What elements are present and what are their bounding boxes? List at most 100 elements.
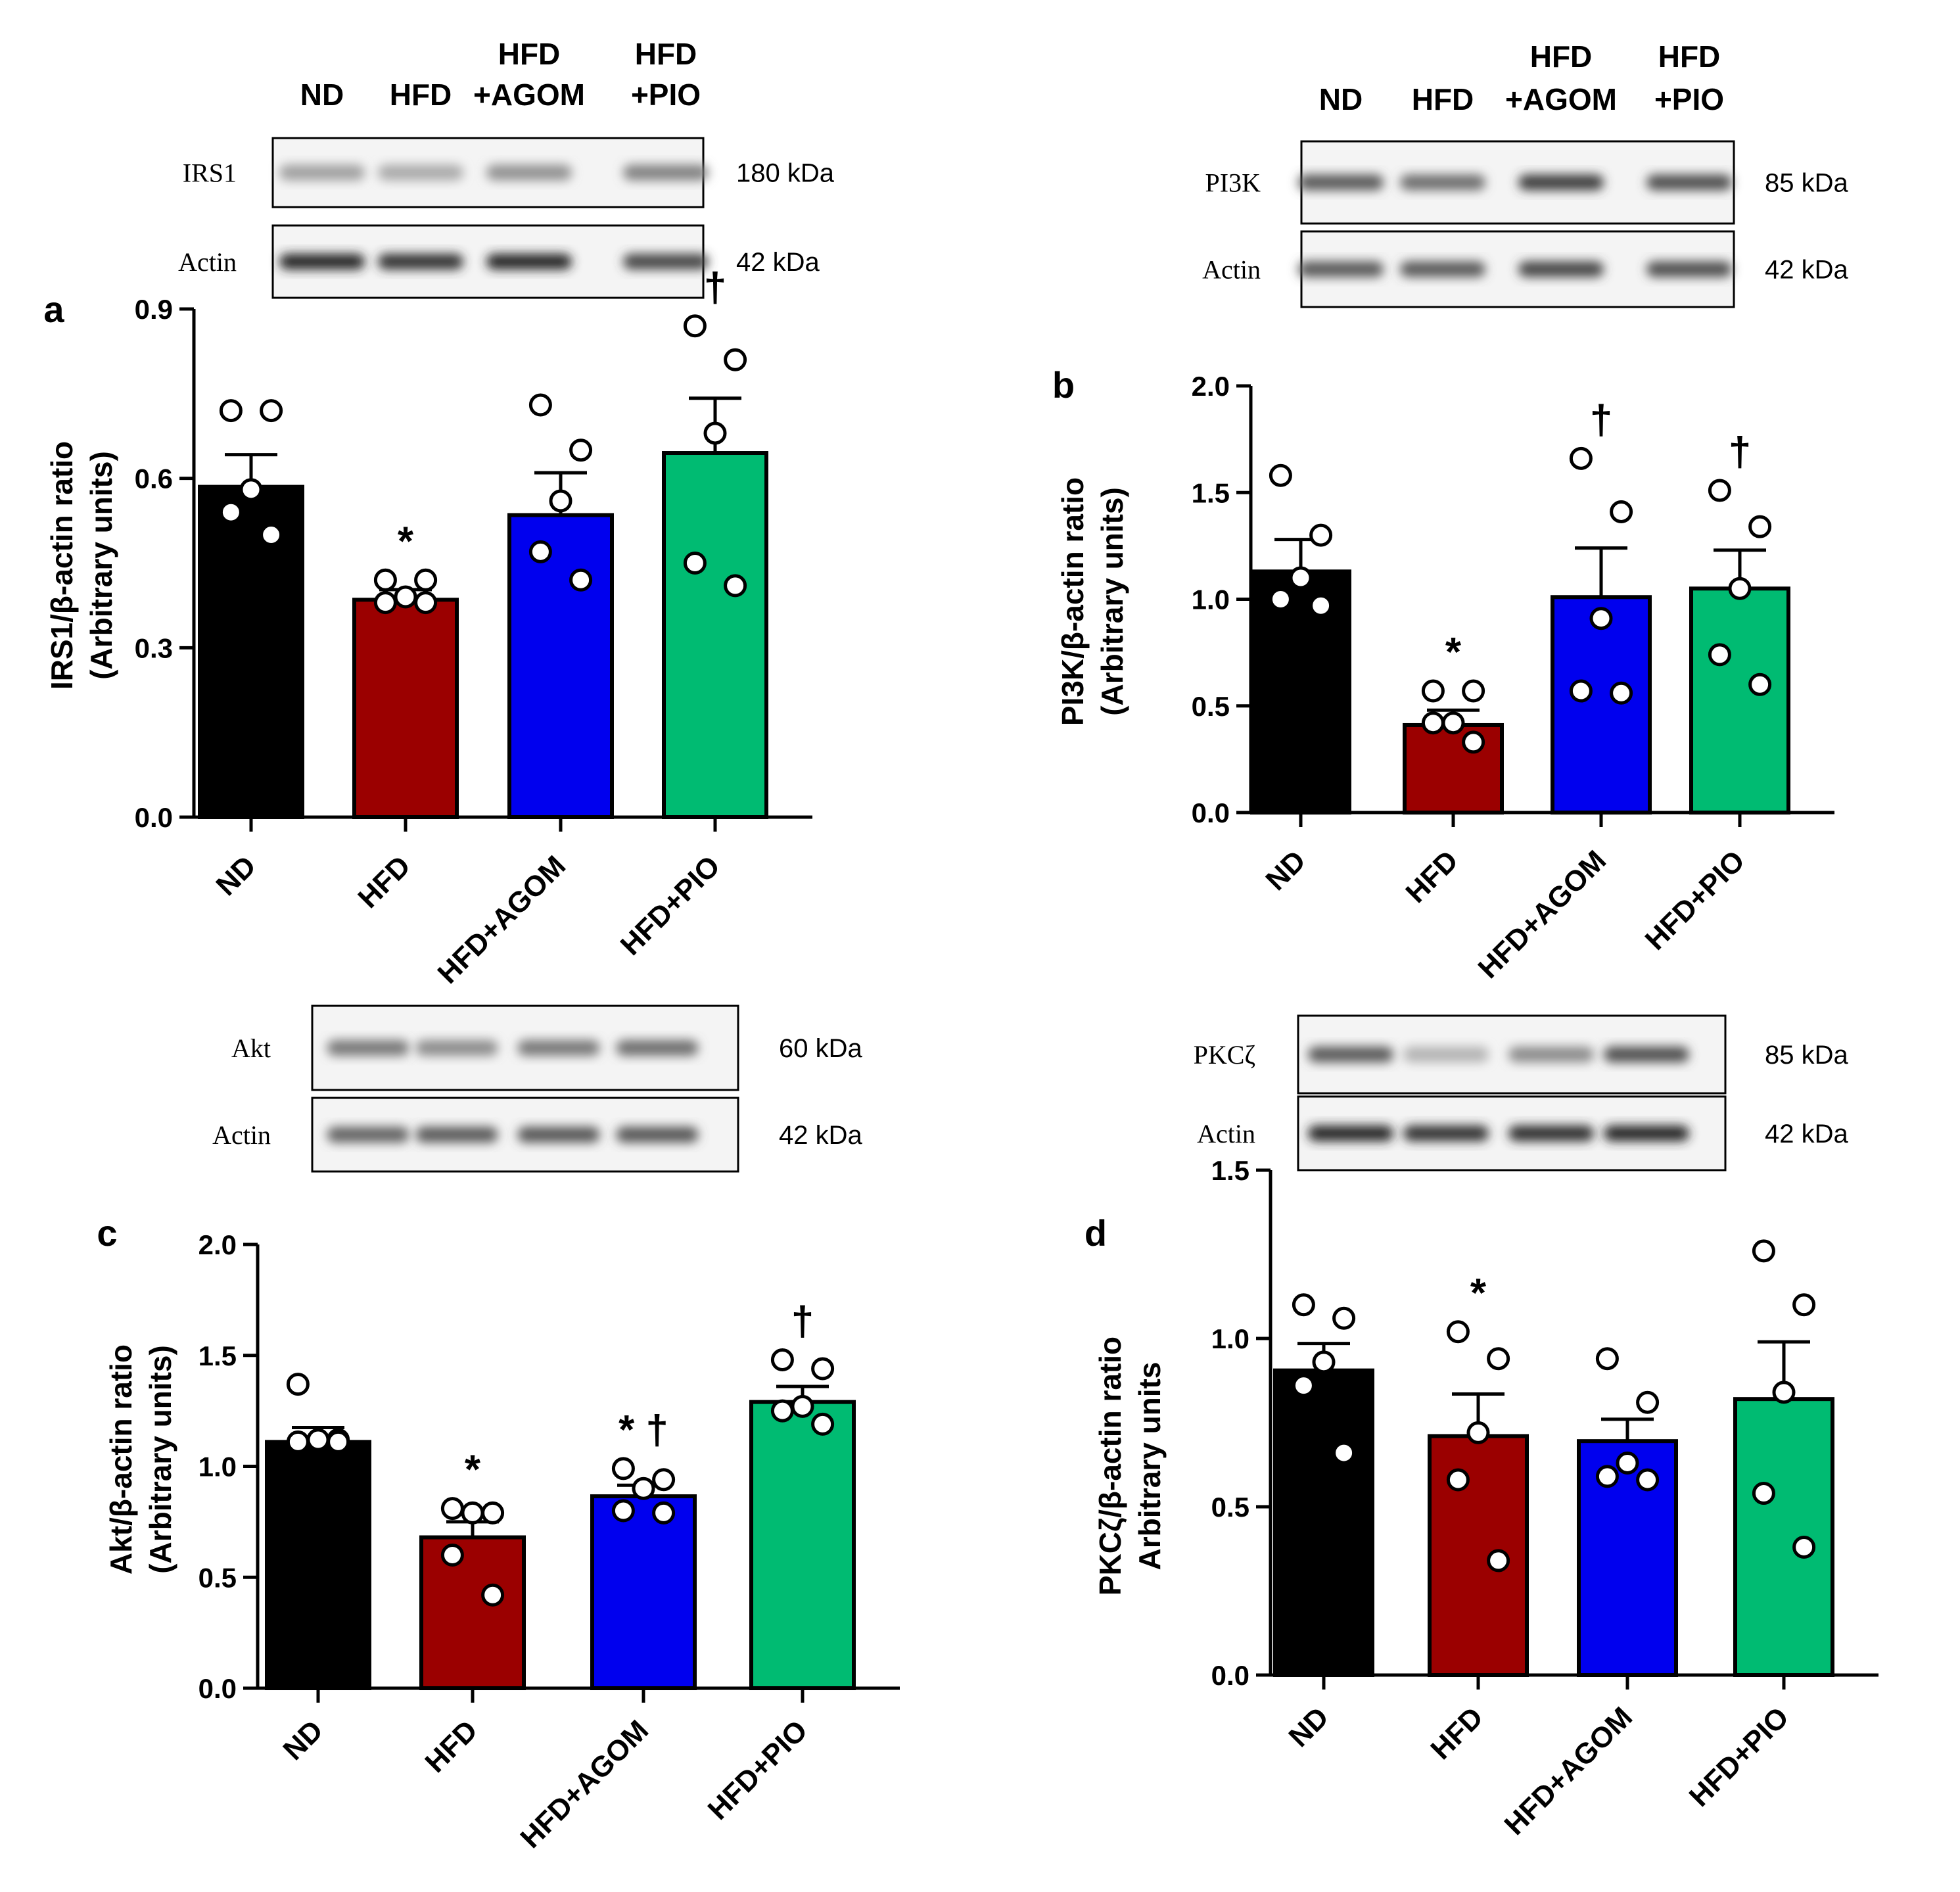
y-axis-label: Akt/β-actin ratio xyxy=(104,1344,138,1574)
data-point xyxy=(481,1501,505,1525)
blot-protein-label: IRS1 xyxy=(183,158,237,188)
data-point xyxy=(652,1468,676,1492)
data-point xyxy=(770,1399,794,1423)
y-tick-label: 1.0 xyxy=(198,1452,237,1482)
data-point xyxy=(683,314,707,338)
blot-lane-label: ND xyxy=(300,78,344,112)
blot-protein-label: Actin xyxy=(1197,1119,1255,1148)
bar-hfd-pio xyxy=(1733,1397,1834,1677)
data-point xyxy=(1752,1239,1775,1263)
blot-lane-label: ND xyxy=(1319,82,1363,116)
blot-band xyxy=(1400,261,1485,277)
bar-hfd-pio xyxy=(662,451,768,819)
blot-lane-label: HFD xyxy=(1412,82,1474,116)
y-tick-label: 0.0 xyxy=(1192,797,1230,828)
significance-marker: * xyxy=(1445,630,1462,675)
significance-marker: † xyxy=(1729,429,1751,475)
significance-marker: † xyxy=(791,1299,814,1344)
blot-band xyxy=(1508,1125,1594,1141)
y-axis-label-units: (Arbitrary units) xyxy=(1095,487,1129,716)
y-tick-label: 0.0 xyxy=(198,1673,237,1704)
blot-band xyxy=(1400,174,1485,191)
data-point xyxy=(1792,1293,1816,1317)
blot-band xyxy=(1403,1125,1489,1141)
western-blot-a: IRS1 180 kDa Actin 42 kDa ND HFD HFD +AGOM HFD +P… xyxy=(178,37,835,299)
data-point xyxy=(373,591,397,615)
y-tick-label: 1.5 xyxy=(198,1340,237,1371)
data-point xyxy=(1312,1350,1336,1374)
blot-lane-label: +PIO xyxy=(1654,82,1724,116)
blot-kda-label: 180 kDa xyxy=(736,159,835,188)
blot-band xyxy=(623,164,709,181)
data-point xyxy=(632,1477,655,1500)
data-point xyxy=(1462,730,1485,754)
data-point xyxy=(239,478,263,502)
data-point xyxy=(260,523,283,547)
data-point xyxy=(1728,577,1752,600)
y-axis-label-units: (Arbitrary units) xyxy=(143,1345,177,1574)
panel-label: c xyxy=(97,1212,117,1254)
data-point xyxy=(1752,1482,1775,1505)
data-point xyxy=(1636,1390,1660,1414)
blot-band xyxy=(623,254,709,270)
blot-band xyxy=(616,1127,699,1143)
y-axis-label: PKCζ/β-actin ratio xyxy=(1093,1336,1127,1596)
significance-marker: * xyxy=(1470,1271,1487,1316)
data-point xyxy=(461,1501,484,1525)
data-point xyxy=(373,568,397,592)
data-point xyxy=(724,574,747,598)
data-point xyxy=(219,399,243,423)
y-tick-label: 0.5 xyxy=(1211,1492,1249,1523)
data-point xyxy=(811,1412,835,1436)
data-point xyxy=(306,1428,330,1452)
data-point xyxy=(414,568,438,592)
y-axis-label: IRS1/β-actin ratio xyxy=(45,441,79,690)
bar-hfd-agom xyxy=(590,1494,697,1690)
blot-kda-label: 42 kDa xyxy=(1765,256,1848,285)
panel-label: b xyxy=(1052,364,1075,406)
blot-band xyxy=(1646,261,1732,277)
data-point xyxy=(1332,1441,1356,1465)
blot-lane-label: +AGOM xyxy=(473,78,585,112)
data-point xyxy=(1421,711,1445,735)
blot-lane-label: +AGOM xyxy=(1505,82,1617,116)
data-point xyxy=(1708,643,1731,667)
blot-band xyxy=(616,1040,699,1056)
data-point xyxy=(1610,681,1633,705)
y-tick-label: 1.0 xyxy=(1192,584,1230,615)
data-point xyxy=(1446,1468,1470,1492)
y-axis-label: PI3K/β-actin ratio xyxy=(1056,477,1090,726)
data-point xyxy=(611,1457,635,1480)
blot-protein-label: Actin xyxy=(212,1120,271,1150)
blot-band xyxy=(279,254,365,270)
bar-hfd xyxy=(1428,1434,1529,1677)
data-point xyxy=(1462,679,1485,703)
y-tick-label: 0.5 xyxy=(198,1562,237,1593)
y-tick-label: 0.9 xyxy=(135,294,173,325)
blot-band xyxy=(1403,1047,1489,1062)
blot-lane-label: HFD xyxy=(390,78,452,112)
data-point xyxy=(770,1348,794,1371)
blot-lane-label: HFD xyxy=(635,37,697,71)
data-point xyxy=(260,399,283,423)
data-point xyxy=(1309,594,1333,617)
bar-hfd xyxy=(419,1535,526,1690)
y-tick-label: 2.0 xyxy=(198,1229,237,1260)
data-point xyxy=(1292,1293,1315,1317)
blot-lane-label: HFD xyxy=(1530,39,1593,74)
y-tick-label: 0.0 xyxy=(1211,1660,1249,1691)
data-point xyxy=(569,568,593,592)
data-point xyxy=(1610,500,1633,523)
bar-nd xyxy=(1250,569,1351,815)
data-point xyxy=(481,1583,505,1607)
bar-hfd xyxy=(352,598,459,819)
y-tick-label: 0.6 xyxy=(135,463,173,494)
bar-nd xyxy=(265,1440,371,1690)
data-point xyxy=(703,421,727,445)
panel-label: d xyxy=(1085,1212,1107,1254)
bar-nd xyxy=(198,485,304,819)
blot-band xyxy=(1646,174,1732,191)
data-point xyxy=(1289,566,1313,590)
data-point xyxy=(611,1499,635,1523)
